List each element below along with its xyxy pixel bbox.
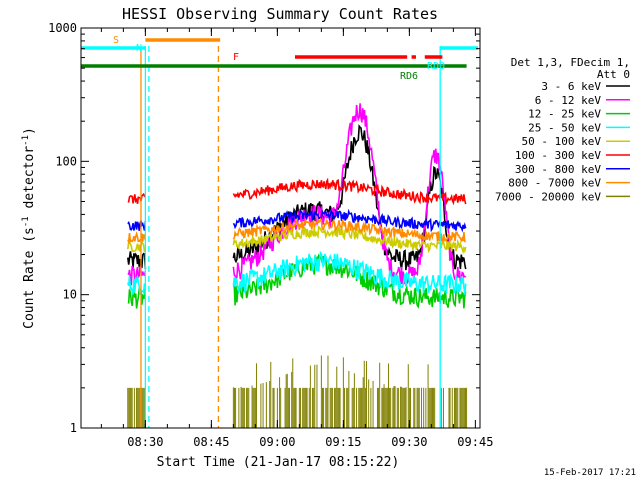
x-axis-label: Start Time (21-Jan-17 08:15:22) [157,455,400,470]
legend-label: 7000 - 20000 keV [495,190,601,203]
series-25-50-kev [127,250,467,296]
legend-label: 300 - 800 keV [515,163,601,176]
x-tick-label: 08:30 [127,435,163,449]
flag-label-rd6: RD6 [400,71,418,82]
series-800-7000-kev [127,217,466,245]
series-300-800-kev [127,208,467,233]
series-3-6-kev [127,123,467,271]
y-tick-label: 1 [70,421,77,435]
legend-label: 100 - 300 keV [515,149,601,162]
legend-header: Att 0 [597,68,630,81]
x-tick-label: 09:00 [259,435,295,449]
legend-label: 6 - 12 keV [535,94,602,107]
legend-label: 50 - 100 keV [522,135,602,148]
x-tick-label: 08:45 [193,435,229,449]
legend-label: 12 - 25 keV [528,108,601,121]
flag-label-rd0: RD0 [427,61,445,72]
legend-label: 800 - 7000 keV [508,177,601,190]
flag-label-n: N [136,43,142,54]
y-tick-label: 100 [55,154,77,168]
x-tick-label: 09:45 [457,435,493,449]
chart-title: HESSI Observing Summary Count Rates [122,5,438,23]
flag-label-s: S [113,35,119,46]
legend-label: 25 - 50 keV [528,121,601,134]
flag-label-f: F [233,52,239,63]
series-6-12-kev [127,103,467,286]
footer-timestamp: 15-Feb-2017 17:21 [544,468,636,478]
y-tick-label: 10 [63,288,77,302]
axes-frame [80,27,481,429]
series-100-300-kev [127,177,467,206]
y-tick-label: 1000 [48,21,77,35]
plot-area: S N F RD0 RD6 [81,35,480,428]
series-50-100-kev [127,225,467,255]
legend-label: 3 - 6 keV [541,80,601,93]
legend-header: Det 1,3, FDecim 1, [511,56,630,69]
y-axis-label: Count Rate (s-1 detector-1) [21,127,37,329]
series-7000-20000-kev [127,355,468,428]
x-tick-label: 09:30 [391,435,427,449]
axes: 08:30 08:45 09:00 09:15 09:30 09:45 1 10 100 1000 [48,21,493,449]
x-tick-label: 09:15 [325,435,361,449]
